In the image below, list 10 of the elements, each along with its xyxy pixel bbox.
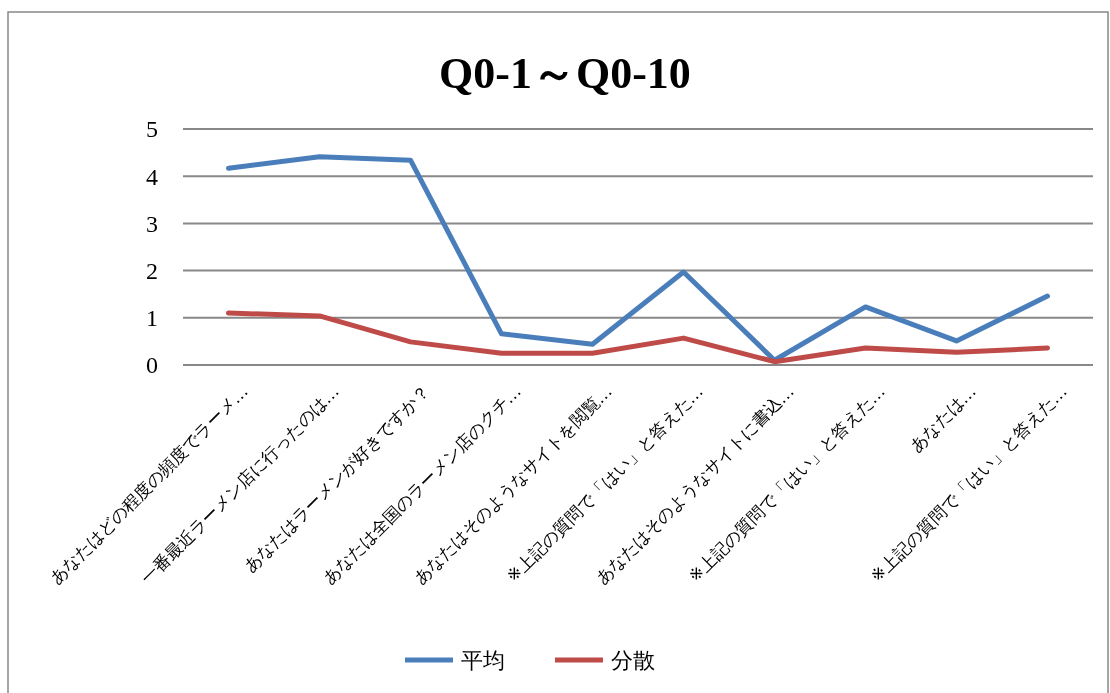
legend-label: 平均	[461, 647, 505, 673]
y-tick-label: 2	[146, 258, 158, 284]
x-tick-label: あなたは…	[905, 381, 980, 456]
y-tick-label: 3	[146, 210, 158, 237]
chart-title: Q0-1～Q0-10	[439, 49, 691, 98]
legend-label: 分散	[611, 647, 655, 673]
y-tick-label: 1	[146, 305, 158, 332]
y-tick-label: 0	[146, 352, 158, 379]
y-tick-label: 5	[146, 116, 158, 143]
y-tick-label: 4	[146, 163, 158, 190]
